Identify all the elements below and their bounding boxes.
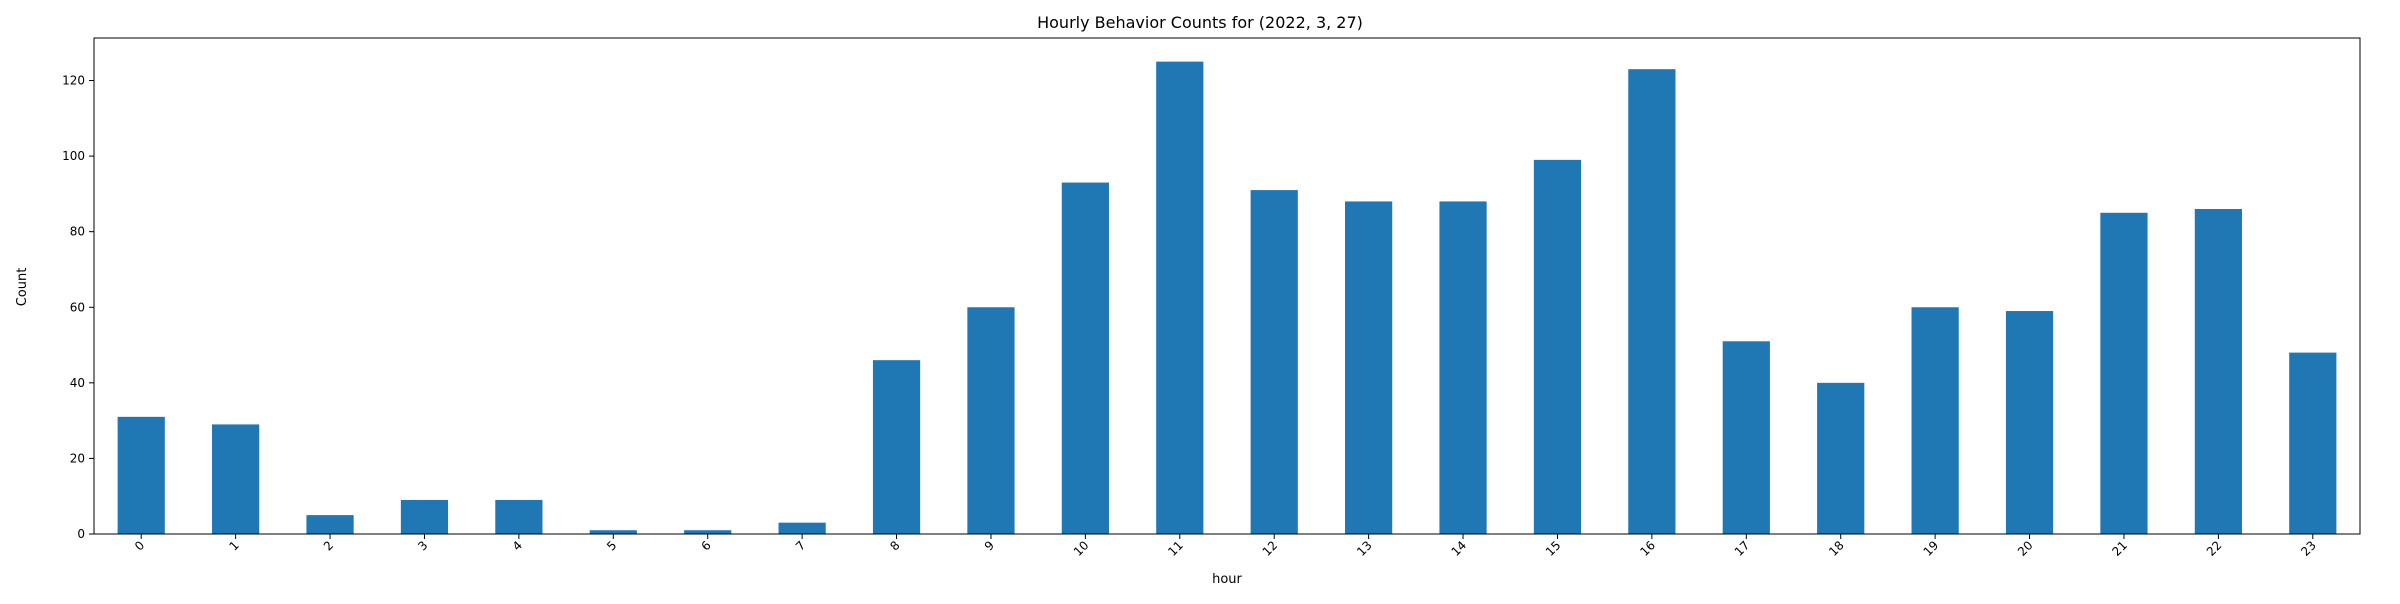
x-tick-label: 21	[2109, 538, 2130, 559]
bar-hour-5	[589, 530, 637, 534]
chart-title: Hourly Behavior Counts for (2022, 3, 27)	[1037, 13, 1363, 32]
x-tick-label: 17	[1732, 538, 1753, 559]
bar-hour-12	[1250, 190, 1298, 534]
x-tick-label: 14	[1448, 538, 1469, 559]
bar-hour-11	[1156, 61, 1204, 534]
bar-hour-1	[212, 424, 260, 534]
x-tick-label: 15	[1543, 538, 1564, 559]
bars-group	[117, 61, 2337, 535]
x-tick-label: 20	[2015, 538, 2036, 559]
x-tick-label: 1	[226, 538, 241, 553]
bar-hour-10	[1061, 182, 1109, 534]
x-tick-label: 19	[1921, 538, 1942, 559]
bar-hour-9	[967, 307, 1015, 534]
bar-hour-3	[400, 499, 449, 534]
bar-hour-20	[2005, 311, 2054, 534]
y-axis-label: Count	[15, 268, 30, 307]
x-tick-label: 13	[1354, 538, 1375, 559]
bar-hour-22	[2194, 209, 2242, 535]
bar-hour-13	[1345, 201, 1393, 535]
x-tick-label: 9	[982, 538, 997, 553]
x-tick-label: 22	[2204, 538, 2225, 559]
bar-hour-6	[684, 530, 732, 534]
bar-hour-14	[1439, 201, 1487, 535]
x-tick-label: 10	[1071, 538, 1092, 559]
x-tick-label: 16	[1637, 538, 1658, 559]
x-tick-label: 5	[604, 538, 619, 553]
x-tick-label: 8	[887, 538, 902, 553]
x-axis-label: hour	[1212, 572, 1242, 587]
y-tick-label: 0	[77, 527, 85, 541]
y-tick-label: 120	[62, 74, 85, 88]
x-tick-label: 23	[2298, 538, 2319, 559]
bar-hour-8	[872, 360, 921, 534]
x-tick-label: 6	[699, 538, 714, 553]
bar-hour-0	[117, 416, 165, 534]
bar-hour-15	[1533, 159, 1582, 535]
y-tick-label: 100	[62, 149, 85, 163]
bar-hour-21	[2100, 212, 2148, 534]
bar-hour-4	[495, 499, 543, 534]
y-tick-label: 80	[70, 225, 85, 239]
y-tick-label: 60	[70, 300, 85, 314]
x-tick-label: 4	[510, 538, 525, 553]
bar-hour-17	[1722, 341, 1770, 534]
bar-hour-2	[306, 515, 354, 534]
y-tick-label: 40	[70, 376, 85, 390]
bar-hour-18	[1817, 382, 1865, 534]
bar-hour-7	[778, 522, 826, 534]
x-tick-label: 2	[321, 538, 336, 553]
bar-hour-19	[1911, 307, 1959, 534]
bar-hour-23	[2289, 352, 2337, 534]
bar-hour-16	[1628, 69, 1676, 535]
x-tick-label: 11	[1165, 538, 1186, 559]
x-tick-label: 0	[132, 538, 147, 553]
x-tick-label: 7	[793, 538, 808, 553]
x-tick-label: 3	[415, 538, 430, 553]
x-axis-ticks: 0 1 2 3 4 5 6 7 8 9 10 11 12 13 14 15 16 17 18 19 20 21 22 23	[132, 534, 2319, 559]
x-tick-label: 12	[1260, 538, 1281, 559]
y-tick-label: 20	[70, 451, 85, 465]
x-tick-label: 18	[1826, 538, 1847, 559]
plot-frame	[93, 37, 2361, 535]
y-axis-ticks: 0 20 40 60 80 100 120	[62, 74, 94, 541]
